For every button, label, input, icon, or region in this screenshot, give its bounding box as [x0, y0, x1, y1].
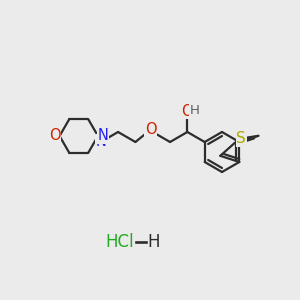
Text: O: O	[145, 122, 157, 136]
Text: N: N	[98, 128, 108, 143]
Text: N: N	[95, 134, 106, 149]
Text: O: O	[49, 128, 60, 143]
Text: O: O	[182, 103, 193, 118]
Text: S: S	[236, 131, 246, 146]
Text: H: H	[189, 104, 199, 118]
Text: H: H	[148, 233, 160, 251]
Text: HCl: HCl	[106, 233, 134, 251]
